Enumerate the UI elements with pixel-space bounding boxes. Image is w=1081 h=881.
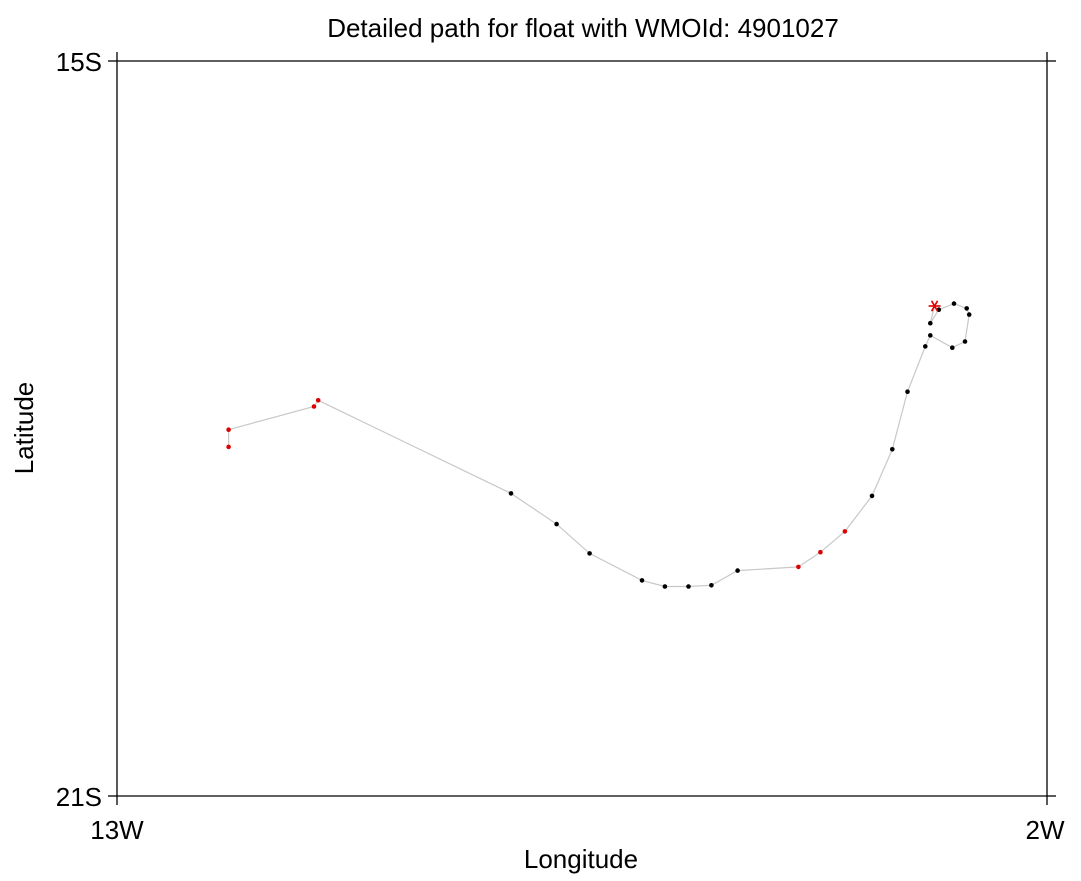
profile-point xyxy=(587,551,592,556)
profile-point xyxy=(950,345,955,351)
profile-point xyxy=(796,564,801,570)
chart-title: Detailed path for float with WMOId: 4901… xyxy=(327,13,839,43)
profile-point xyxy=(928,333,933,338)
profile-point xyxy=(869,493,875,499)
plot-frame xyxy=(108,52,1056,805)
track-layer xyxy=(228,302,970,588)
profile-point xyxy=(964,306,969,311)
y-tick-label-21s: 21S xyxy=(56,782,102,812)
x-tick-label-13w: 13W xyxy=(90,815,144,845)
profile-point xyxy=(890,447,895,452)
profile-point xyxy=(928,320,933,326)
profile-point xyxy=(311,404,317,409)
profile-point xyxy=(951,301,957,306)
profile-point xyxy=(905,389,910,395)
profile-point xyxy=(315,398,321,403)
x-axis-label: Longitude xyxy=(524,844,638,874)
profile-point xyxy=(818,549,823,555)
profile-point xyxy=(508,491,514,496)
profile-point xyxy=(709,583,714,588)
current-marker-stroke xyxy=(930,300,939,312)
profile-point xyxy=(226,444,231,450)
points-layer xyxy=(226,300,972,589)
profile-point xyxy=(735,568,740,573)
profile-point xyxy=(923,344,928,349)
x-tick-label-2w: 2W xyxy=(1026,815,1065,845)
y-tick-label-15s: 15S xyxy=(56,47,102,77)
y-axis-label: Latitude xyxy=(9,382,39,475)
profile-point xyxy=(686,584,691,589)
profile-point xyxy=(842,529,848,534)
profile-point xyxy=(962,339,968,344)
profile-point xyxy=(226,427,231,433)
current-position-marker xyxy=(928,300,941,312)
float-track-line xyxy=(228,302,970,588)
profile-point xyxy=(639,578,645,583)
profile-point xyxy=(662,584,668,589)
profile-point xyxy=(554,521,559,527)
profile-point xyxy=(966,312,972,317)
